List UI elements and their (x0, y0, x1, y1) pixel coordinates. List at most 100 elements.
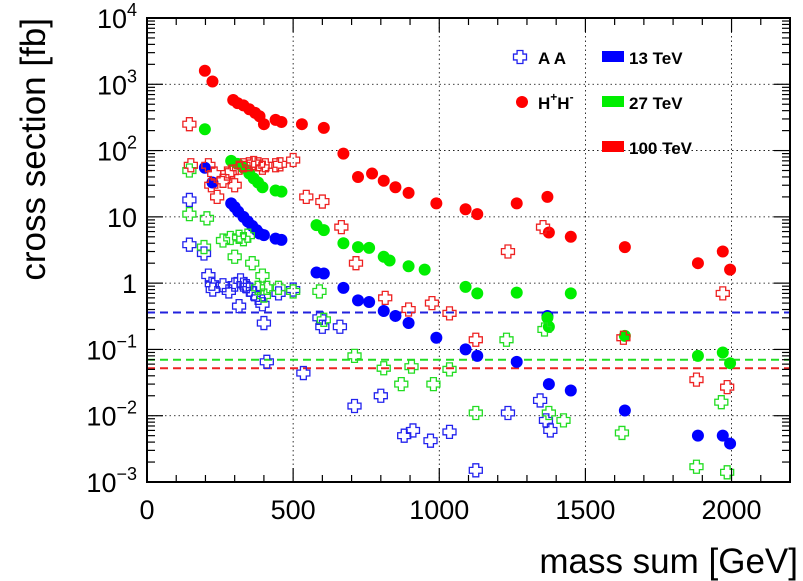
cross-point (500, 244, 516, 259)
circle-point (317, 267, 330, 280)
cross-point (720, 379, 735, 395)
legend-label-energy: 27 TeV (629, 94, 683, 113)
cross-point (204, 276, 220, 291)
circle-point (352, 241, 365, 254)
cross-point (256, 315, 272, 331)
cross-point (259, 280, 274, 295)
cross-point (268, 158, 283, 173)
circle-point (459, 203, 472, 216)
cross-point (236, 158, 251, 173)
cross-point (182, 117, 197, 132)
legend-label-energy: 100 TeV (629, 139, 693, 158)
circle-point (206, 75, 219, 88)
cross-point (182, 163, 197, 178)
cross-point (223, 230, 238, 246)
cross-point (689, 459, 704, 474)
cross-point (537, 322, 552, 337)
cross-point (199, 211, 215, 226)
y-tick-label: 1 (122, 269, 137, 299)
cross-point (401, 302, 416, 317)
circle-point (564, 230, 577, 243)
cross-point (720, 465, 735, 480)
y-tick-label: 104 (97, 0, 137, 34)
cross-point (299, 189, 314, 205)
cross-point (240, 228, 255, 243)
cross-point (424, 295, 440, 311)
y-tick-label: 10 (107, 203, 137, 233)
circle-point (618, 241, 631, 254)
cross-point (442, 362, 457, 377)
circle-point (716, 245, 729, 258)
y-tick-label: 10−1 (86, 331, 137, 365)
cross-point (182, 192, 197, 208)
cross-point (376, 361, 391, 376)
cross-point (426, 376, 441, 392)
circle-point (352, 170, 365, 183)
series-aa-13tev (182, 192, 558, 478)
cross-point (182, 206, 197, 222)
cross-point (258, 158, 273, 173)
circle-point (691, 349, 704, 362)
series-aa-27tev (182, 163, 735, 480)
cross-point (541, 405, 557, 421)
circle-point (618, 404, 631, 417)
circle-point (275, 115, 288, 128)
circle-point (471, 349, 484, 362)
cross-point (196, 239, 212, 255)
cross-point (285, 152, 301, 168)
circle-point (459, 280, 472, 293)
circle-point (618, 329, 631, 342)
circle-point (337, 281, 350, 294)
y-tick-label: 10−3 (86, 464, 137, 498)
circle-point (257, 118, 270, 131)
cross-point (215, 173, 231, 188)
cross-point (347, 348, 362, 364)
reference-lines (147, 311, 790, 370)
cross-point (614, 425, 630, 441)
circle-point (256, 181, 269, 194)
cross-point (271, 280, 286, 295)
circle-point (564, 384, 577, 397)
series-hh-27tev (198, 123, 737, 370)
cross-point (255, 160, 270, 175)
circle-point (471, 287, 484, 300)
series-hh-100tev (198, 64, 737, 276)
circle-point (510, 355, 523, 368)
cross-point (246, 155, 261, 171)
cross-point (689, 372, 704, 387)
cross-point (231, 160, 247, 175)
circle-point (542, 378, 555, 391)
circle-point (383, 254, 396, 267)
cross-point (347, 398, 362, 414)
cross-point (404, 359, 419, 374)
x-tick-label: 2000 (702, 495, 762, 525)
cross-point (215, 278, 231, 293)
circle-point (564, 287, 577, 300)
circle-point (691, 257, 704, 270)
circle-point (377, 174, 390, 187)
cross-point (535, 219, 551, 235)
cross-point (332, 319, 348, 334)
cross-point (316, 312, 331, 327)
cross-point (207, 166, 222, 181)
legend-swatch (602, 51, 624, 62)
cross-point (246, 286, 261, 301)
circle-point (716, 429, 729, 442)
legend-label-hh: H+H- (538, 90, 574, 113)
legend: A A H+H- 13 TeV 27 TeV 100 TeV (512, 49, 693, 158)
circle-point (389, 309, 402, 322)
data-marks (182, 64, 737, 480)
circle-point (337, 147, 350, 160)
cross-point (405, 423, 421, 438)
circle-point (402, 260, 415, 273)
circle-point (691, 429, 704, 442)
circle-point (363, 241, 376, 254)
circle-point (541, 190, 554, 203)
cross-point (468, 405, 483, 421)
circle-point (542, 226, 555, 239)
circle-point (459, 343, 472, 356)
cross-point (285, 284, 301, 299)
y-tick-labels: 10−3 10−2 10−1 1 10 102 103 104 (86, 0, 137, 498)
x-tick-label: 1000 (409, 495, 469, 525)
